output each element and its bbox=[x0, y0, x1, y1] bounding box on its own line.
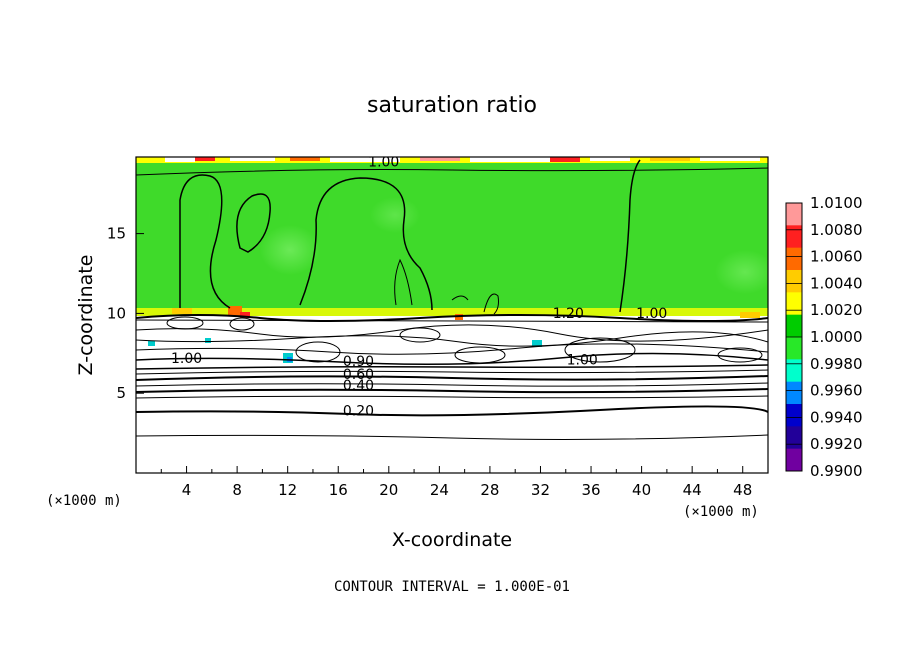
contour-label: 1.00 bbox=[171, 351, 202, 367]
y-axis: 5 10 15 bbox=[107, 225, 144, 402]
green-highlight bbox=[715, 250, 768, 294]
top-edge-cells bbox=[136, 157, 768, 163]
colorbar-swatch bbox=[786, 404, 802, 427]
contour-lines bbox=[136, 159, 768, 440]
x-tick-label: 32 bbox=[531, 481, 550, 499]
x-unit-left: (×1000 m) bbox=[46, 493, 122, 509]
contour-label: 0.90 bbox=[343, 354, 374, 370]
green-highlight bbox=[370, 197, 420, 233]
colorbar-swatch bbox=[786, 314, 802, 338]
x-unit-right: (×1000 m) bbox=[683, 504, 759, 520]
colorbar-swatch bbox=[786, 225, 802, 249]
x-tick-label: 8 bbox=[232, 481, 242, 499]
x-tick-label: 40 bbox=[632, 481, 651, 499]
colorbar-label: 1.0100 bbox=[810, 194, 863, 212]
y-tick-label: 5 bbox=[116, 384, 126, 402]
y-axis-label: Z-coordinate bbox=[75, 255, 97, 376]
chart-title: saturation ratio bbox=[367, 93, 537, 118]
x-tick-label: 20 bbox=[379, 481, 398, 499]
x-tick-label: 24 bbox=[430, 481, 449, 499]
colorbar-swatch bbox=[786, 337, 802, 360]
colorbar-swatch bbox=[786, 270, 802, 293]
green-highlight bbox=[260, 225, 320, 275]
x-tick-label: 12 bbox=[278, 481, 297, 499]
contour-label: 1.00 bbox=[567, 352, 598, 368]
x-tick-label: 4 bbox=[182, 481, 192, 499]
contour-labels: 1.00 1.20 1.00 1.00 1.00 0.900.600.40 0.20 bbox=[171, 155, 667, 420]
colorbar-label: 0.9920 bbox=[810, 435, 863, 453]
colorbar-label: 1.0060 bbox=[810, 248, 863, 266]
colorbar-label: 1.0080 bbox=[810, 221, 863, 239]
x-tick-label: 16 bbox=[329, 481, 348, 499]
x-axis: 4 8 12 16 20 24 28 32 36 40 44 48 bbox=[160, 466, 752, 499]
colorbar-label: 0.9980 bbox=[810, 355, 863, 373]
supersaturated-region bbox=[136, 157, 768, 316]
colorbar-label: 1.0000 bbox=[810, 328, 863, 346]
colorbar-swatch bbox=[786, 292, 802, 316]
colorbar-swatch bbox=[786, 203, 802, 226]
plot-area: 1.00 1.20 1.00 1.00 1.00 0.900.600.40 0.20 bbox=[136, 155, 768, 473]
x-axis-label: X-coordinate bbox=[392, 529, 512, 551]
x-tick-label: 44 bbox=[683, 481, 702, 499]
y-tick-label: 10 bbox=[107, 304, 126, 322]
plot-frame bbox=[135, 156, 769, 474]
contour-label: 1.00 bbox=[368, 155, 399, 171]
contour-label: 0.60 bbox=[343, 367, 374, 383]
contour-interval-note: CONTOUR INTERVAL = 1.000E-01 bbox=[334, 579, 570, 595]
colorbar-label: 1.0040 bbox=[810, 274, 863, 292]
colorbar-label: 0.9960 bbox=[810, 382, 863, 400]
colorbar-label: 0.9940 bbox=[810, 408, 863, 426]
contour-label: 1.00 bbox=[636, 306, 667, 322]
contour-label: 0.40 bbox=[343, 378, 374, 394]
colorbar-swatch bbox=[786, 381, 802, 405]
colorbar-swatch bbox=[786, 247, 802, 271]
colorbar-label: 0.9900 bbox=[810, 462, 863, 480]
colorbar-swatch bbox=[786, 448, 802, 472]
colorbar-swatch bbox=[786, 359, 802, 383]
contour-label: 1.20 bbox=[553, 306, 584, 322]
colorbar-label: 1.0020 bbox=[810, 301, 863, 319]
colorbar-swatch bbox=[786, 426, 802, 450]
x-tick-label: 36 bbox=[581, 481, 600, 499]
colorbar: 1.0100 1.0080 1.0060 1.0040 1.0020 1.0000 0.99… bbox=[785, 194, 863, 480]
contour-label: 0.20 bbox=[343, 404, 374, 420]
y-tick-label: 15 bbox=[107, 225, 126, 243]
x-tick-label: 28 bbox=[480, 481, 499, 499]
x-tick-label: 48 bbox=[733, 481, 752, 499]
